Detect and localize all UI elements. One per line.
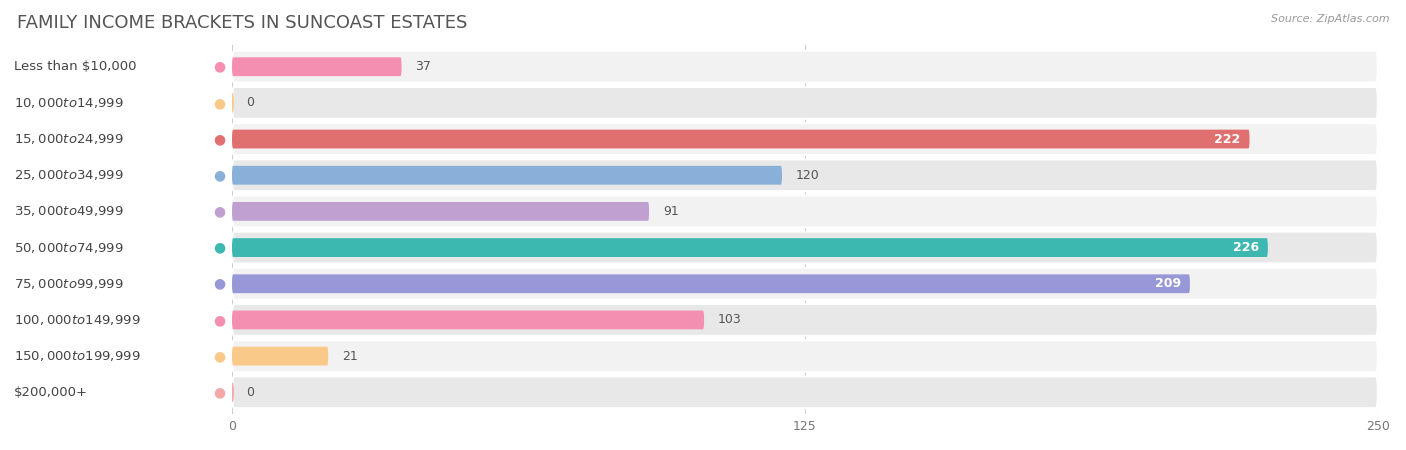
Text: ●: ● <box>212 96 225 110</box>
FancyBboxPatch shape <box>232 123 1378 155</box>
FancyBboxPatch shape <box>232 268 1378 300</box>
Text: 120: 120 <box>796 169 820 182</box>
Text: ●: ● <box>212 132 225 146</box>
Text: ●: ● <box>212 385 225 399</box>
Text: $10,000 to $14,999: $10,000 to $14,999 <box>14 96 124 110</box>
FancyBboxPatch shape <box>232 195 1378 227</box>
FancyBboxPatch shape <box>232 159 1378 191</box>
FancyBboxPatch shape <box>232 51 1378 83</box>
Text: ●: ● <box>212 277 225 291</box>
FancyBboxPatch shape <box>232 130 1250 148</box>
FancyBboxPatch shape <box>232 202 650 221</box>
FancyBboxPatch shape <box>232 238 1268 257</box>
Text: 222: 222 <box>1215 133 1240 145</box>
FancyBboxPatch shape <box>232 340 1378 372</box>
Text: ●: ● <box>212 204 225 218</box>
Text: Less than $10,000: Less than $10,000 <box>14 60 136 73</box>
Text: 91: 91 <box>662 205 679 218</box>
Text: 103: 103 <box>718 314 741 326</box>
Text: ●: ● <box>212 349 225 363</box>
Text: FAMILY INCOME BRACKETS IN SUNCOAST ESTATES: FAMILY INCOME BRACKETS IN SUNCOAST ESTAT… <box>17 14 467 32</box>
Circle shape <box>231 94 233 112</box>
Circle shape <box>231 383 233 401</box>
FancyBboxPatch shape <box>232 304 1378 336</box>
Text: ●: ● <box>212 60 225 74</box>
Text: 0: 0 <box>246 96 253 109</box>
Text: $150,000 to $199,999: $150,000 to $199,999 <box>14 349 141 363</box>
Text: $100,000 to $149,999: $100,000 to $149,999 <box>14 313 141 327</box>
FancyBboxPatch shape <box>232 346 328 365</box>
Text: $35,000 to $49,999: $35,000 to $49,999 <box>14 204 124 218</box>
FancyBboxPatch shape <box>232 57 402 76</box>
FancyBboxPatch shape <box>232 232 1378 264</box>
Text: ●: ● <box>212 168 225 182</box>
Text: 21: 21 <box>342 350 357 363</box>
Text: 0: 0 <box>246 386 253 399</box>
Text: ●: ● <box>212 313 225 327</box>
Text: 209: 209 <box>1154 277 1181 290</box>
Text: ●: ● <box>212 241 225 255</box>
Text: 226: 226 <box>1233 241 1258 254</box>
FancyBboxPatch shape <box>232 376 1378 408</box>
Text: $15,000 to $24,999: $15,000 to $24,999 <box>14 132 124 146</box>
Text: Source: ZipAtlas.com: Source: ZipAtlas.com <box>1271 14 1389 23</box>
FancyBboxPatch shape <box>232 274 1189 293</box>
FancyBboxPatch shape <box>232 310 704 329</box>
FancyBboxPatch shape <box>232 166 782 184</box>
Text: 37: 37 <box>415 60 432 73</box>
Text: $200,000+: $200,000+ <box>14 386 89 399</box>
Text: $75,000 to $99,999: $75,000 to $99,999 <box>14 277 124 291</box>
Text: $25,000 to $34,999: $25,000 to $34,999 <box>14 168 124 182</box>
FancyBboxPatch shape <box>232 87 1378 119</box>
Text: $50,000 to $74,999: $50,000 to $74,999 <box>14 241 124 255</box>
